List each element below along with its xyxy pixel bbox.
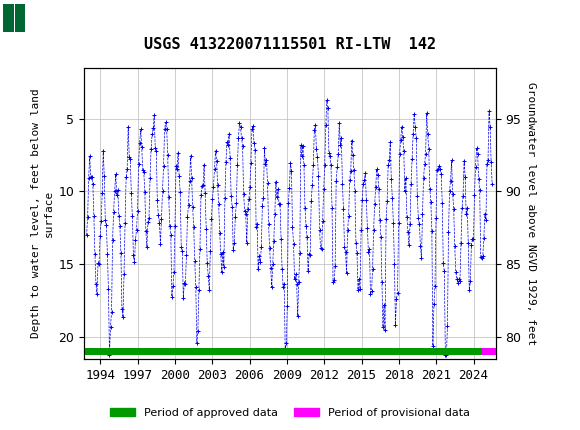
Y-axis label: Groundwater level above NGVD 1929, feet: Groundwater level above NGVD 1929, feet <box>526 82 536 345</box>
Bar <box>3 3 46 32</box>
Bar <box>14 18 25 32</box>
Legend: Period of approved data, Period of provisional data: Period of approved data, Period of provi… <box>106 403 474 422</box>
Bar <box>3 18 14 32</box>
Bar <box>14 4 25 18</box>
Bar <box>84 348 482 355</box>
Y-axis label: Depth to water level, feet below land
surface: Depth to water level, feet below land su… <box>31 89 55 338</box>
Bar <box>482 348 496 355</box>
Text: USGS: USGS <box>51 8 98 27</box>
Bar <box>3 3 46 32</box>
Bar <box>3 4 14 18</box>
Text: USGS 413220071115501 RI-LTW  142: USGS 413220071115501 RI-LTW 142 <box>144 37 436 52</box>
